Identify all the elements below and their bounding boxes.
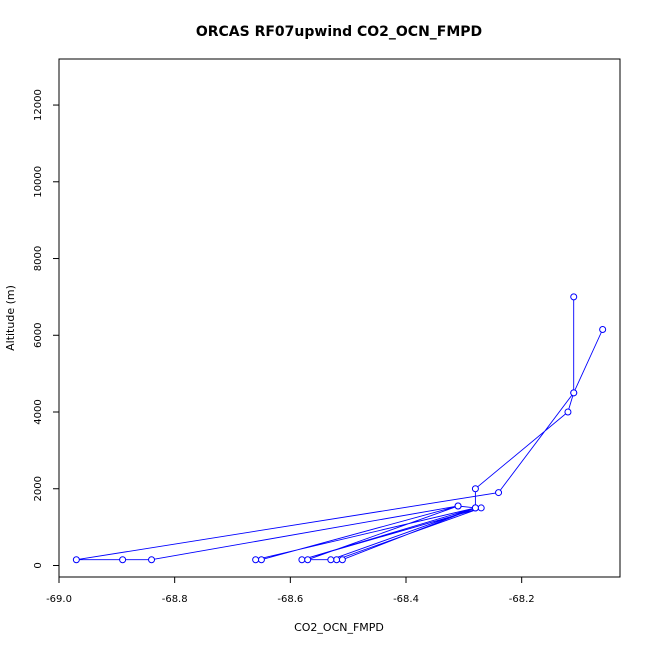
data-point xyxy=(119,556,127,564)
y-tick-label: 12000 xyxy=(33,89,44,121)
x-axis: -69.0 -68.8 -68.6 -68.4 -68.2 xyxy=(46,576,535,605)
data-point xyxy=(252,556,260,564)
data-point xyxy=(338,556,346,564)
y-tick-label: 8000 xyxy=(33,246,44,271)
data-point xyxy=(304,556,312,564)
y-tick-label: 4000 xyxy=(33,399,44,424)
data-point xyxy=(477,504,485,512)
data-point xyxy=(327,556,335,564)
x-tick-label: -68.4 xyxy=(393,594,419,605)
data-point xyxy=(564,408,572,416)
data-point xyxy=(599,326,607,334)
y-tick-label: 2000 xyxy=(33,476,44,501)
data-point xyxy=(471,485,479,493)
data-point xyxy=(148,556,156,564)
x-tick-label: -68.8 xyxy=(162,594,188,605)
data-point xyxy=(570,293,578,301)
data-point xyxy=(333,556,341,564)
data-point xyxy=(454,502,462,510)
chart-title: ORCAS RF07upwind CO2_OCN_FMPD xyxy=(196,24,482,40)
data-point xyxy=(471,504,479,512)
x-axis-label: CO2_OCN_FMPD xyxy=(294,621,384,634)
y-tick-label: 10000 xyxy=(33,166,44,198)
y-tick-label: 0 xyxy=(33,562,44,568)
y-axis-label: Altitude (m) xyxy=(4,285,17,351)
data-point xyxy=(72,556,80,564)
y-axis: 0 2000 4000 6000 8000 10000 12000 xyxy=(33,89,60,569)
x-tick-label: -68.2 xyxy=(509,594,535,605)
data-point xyxy=(495,489,503,497)
series-points xyxy=(72,293,607,564)
data-point xyxy=(298,556,306,564)
x-tick-label: -69.0 xyxy=(46,594,72,605)
y-tick-label: 6000 xyxy=(33,323,44,348)
data-point xyxy=(570,389,578,397)
data-point xyxy=(257,556,265,564)
x-tick-label: -68.6 xyxy=(277,594,303,605)
